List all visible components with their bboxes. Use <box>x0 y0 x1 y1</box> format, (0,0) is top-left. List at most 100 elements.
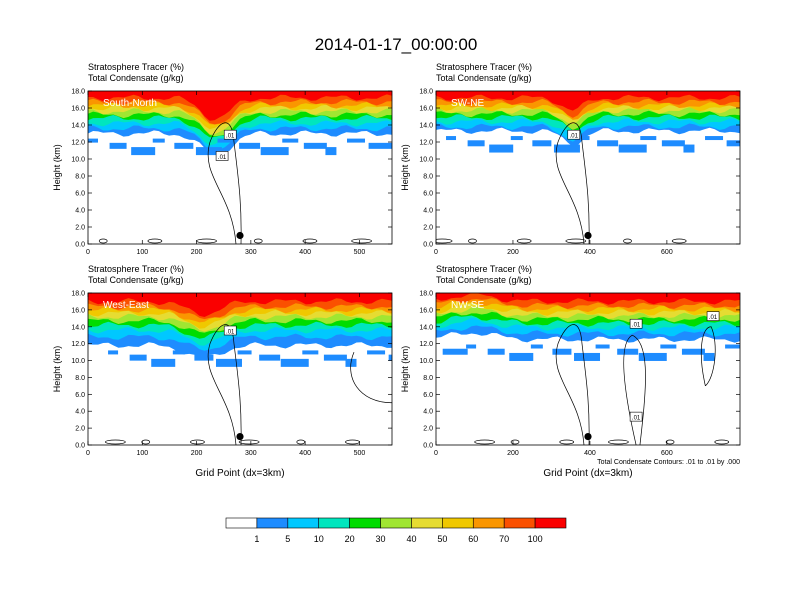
y-tick-label: 4.0 <box>423 208 433 215</box>
contour-note: Total Condensate Contours: .01 to .01 by… <box>597 459 740 466</box>
tracer-streak <box>217 138 232 143</box>
tracer-streak <box>487 348 505 355</box>
colorbar-swatch <box>472 517 505 529</box>
tracer-streak <box>282 138 299 143</box>
y-tick-label: 16.0 <box>419 307 433 314</box>
y-tick-label: 2.0 <box>423 426 433 433</box>
tracer-streak <box>323 354 347 361</box>
tracer-streak <box>446 136 457 141</box>
colorbar: 1 5 10 20 30 40 50 60 70 100 <box>225 517 567 544</box>
plot-frame <box>435 292 741 446</box>
y-tick-label: 8.0 <box>423 174 433 181</box>
condensate-contour-low <box>141 439 151 445</box>
panel-header-tracer: Stratosphere Tracer (%) <box>436 62 532 72</box>
condensate-contour-low <box>190 439 205 445</box>
tracer-streak <box>172 350 185 355</box>
colorbar-swatch <box>380 517 412 529</box>
location-marker <box>584 231 592 240</box>
colorbar-swatch <box>349 517 381 529</box>
plot-frame <box>435 90 741 245</box>
y-tick-label: 14.0 <box>71 324 85 331</box>
contour-label-box <box>629 318 643 329</box>
condensate-contour-low <box>623 238 632 244</box>
condensate-contour-low <box>714 439 730 445</box>
x-tick-label: 200 <box>191 450 203 457</box>
colorbar-label: 100 <box>528 534 543 544</box>
colorbar-label: 1 <box>254 534 259 544</box>
condensate-contour-low <box>468 238 477 244</box>
y-tick-label: 12.0 <box>419 341 433 348</box>
y-tick-label: 2.0 <box>75 225 85 232</box>
colorbar-swatch <box>411 517 443 529</box>
condensate-contour-main <box>207 122 242 244</box>
contour-label: .01 <box>709 315 718 321</box>
tracer-streak <box>466 344 477 349</box>
tracer-field <box>436 293 740 361</box>
tracer-streak <box>195 147 222 156</box>
y-tick-label: 8.0 <box>75 375 85 382</box>
contour-label: .01 <box>226 134 235 140</box>
x-tick-label: 400 <box>299 249 311 256</box>
contour-label: .01 <box>632 323 641 329</box>
tracer-streak <box>683 144 695 153</box>
x-tick-label: 400 <box>584 249 596 256</box>
x-tick-label: 400 <box>299 450 311 457</box>
panel-label: NW-SE <box>451 300 484 311</box>
tracer-streak <box>237 350 252 355</box>
y-tick-label: 0.0 <box>75 443 85 450</box>
y-tick-label: 18.0 <box>419 291 433 298</box>
tracer-streak <box>530 344 543 349</box>
y-tick-label: 8.0 <box>75 174 85 181</box>
y-axis-label: Height (km) <box>52 346 62 393</box>
x-tick-label: 300 <box>245 249 257 256</box>
tracer-streak <box>467 140 485 147</box>
y-tick-label: 4.0 <box>423 409 433 416</box>
tracer-field <box>88 91 392 156</box>
tracer-streak <box>638 352 667 361</box>
panel-header-condensate: Total Condensate (g/kg) <box>88 275 184 285</box>
tracer-streak <box>595 344 610 349</box>
tracer-streak <box>347 138 366 143</box>
x-tick-label: 100 <box>136 450 148 457</box>
y-tick-label: 16.0 <box>71 106 85 113</box>
tracer-streak <box>532 140 552 147</box>
y-tick-label: 2.0 <box>75 426 85 433</box>
contour-label-box <box>706 311 720 321</box>
x-tick-label: 300 <box>245 450 257 457</box>
condensate-contour-low <box>665 439 675 445</box>
condensate-contour-low <box>238 439 260 445</box>
tracer-streak <box>151 358 176 367</box>
condensate-contour-low <box>147 238 163 244</box>
condensate-contour-low <box>474 439 495 445</box>
tracer-streak <box>442 348 468 355</box>
tracer-streak <box>705 136 724 141</box>
y-tick-label: 14.0 <box>71 123 85 130</box>
plot-frame <box>87 90 393 245</box>
tracer-level-100 <box>436 293 740 305</box>
contour-label-box <box>629 411 643 422</box>
tracer-streak <box>388 354 392 361</box>
tracer-streak <box>575 136 590 141</box>
tracer-streak <box>597 140 619 147</box>
condensate-contour-low <box>510 439 520 445</box>
tracer-streak <box>280 358 309 367</box>
condensate-contours <box>98 122 372 244</box>
colorbar-label: 50 <box>437 534 447 544</box>
colorbar-swatch <box>256 517 289 529</box>
condensate-contour-east <box>700 326 716 387</box>
x-tick-label: 0 <box>434 249 438 256</box>
colorbar-swatch <box>318 517 350 529</box>
panel-header-condensate: Total Condensate (g/kg) <box>436 275 532 285</box>
condensate-contour-low <box>253 238 263 244</box>
y-axis-label: Height (km) <box>400 144 410 191</box>
y-tick-label: 12.0 <box>419 140 433 147</box>
condensate-contour-low <box>105 439 126 445</box>
x-tick-label: 500 <box>354 450 366 457</box>
colorbar-label: 20 <box>345 534 355 544</box>
condensate-contour-main <box>207 324 242 445</box>
colorbar-swatch <box>287 517 320 529</box>
x-tick-label: 0 <box>434 450 438 457</box>
condensate-contour-low <box>351 238 372 244</box>
y-tick-label: 4.0 <box>75 409 85 416</box>
location-marker <box>584 432 592 441</box>
